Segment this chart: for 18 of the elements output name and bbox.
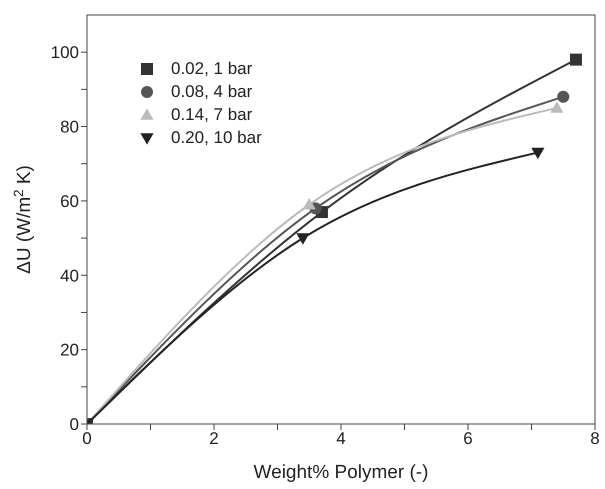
- point: [570, 54, 582, 66]
- legend-label: 0.08, 4 bar: [171, 81, 252, 103]
- x-axis-title: Weight% Polymer (-): [254, 462, 428, 483]
- x-tick-label: 2: [209, 429, 219, 448]
- x-tick-label: 0: [82, 429, 92, 448]
- y-tick-label: 20: [60, 340, 79, 360]
- legend-label: 0.14, 7 bar: [171, 104, 252, 126]
- x-tick-label: 8: [590, 429, 600, 448]
- y-tick-label: 100: [50, 43, 79, 62]
- point: [557, 90, 570, 103]
- y-tick-label: 0: [70, 415, 79, 434]
- y-tick-label: 60: [60, 192, 79, 211]
- x-tick-label: 6: [463, 429, 473, 448]
- y-tick-label: 80: [60, 118, 79, 137]
- y-tick-label: 40: [60, 266, 79, 286]
- legend-label: 0.02, 1 bar: [171, 58, 252, 80]
- legend-label: 0.20, 10 bar: [171, 127, 262, 149]
- x-tick-label: 4: [336, 429, 346, 448]
